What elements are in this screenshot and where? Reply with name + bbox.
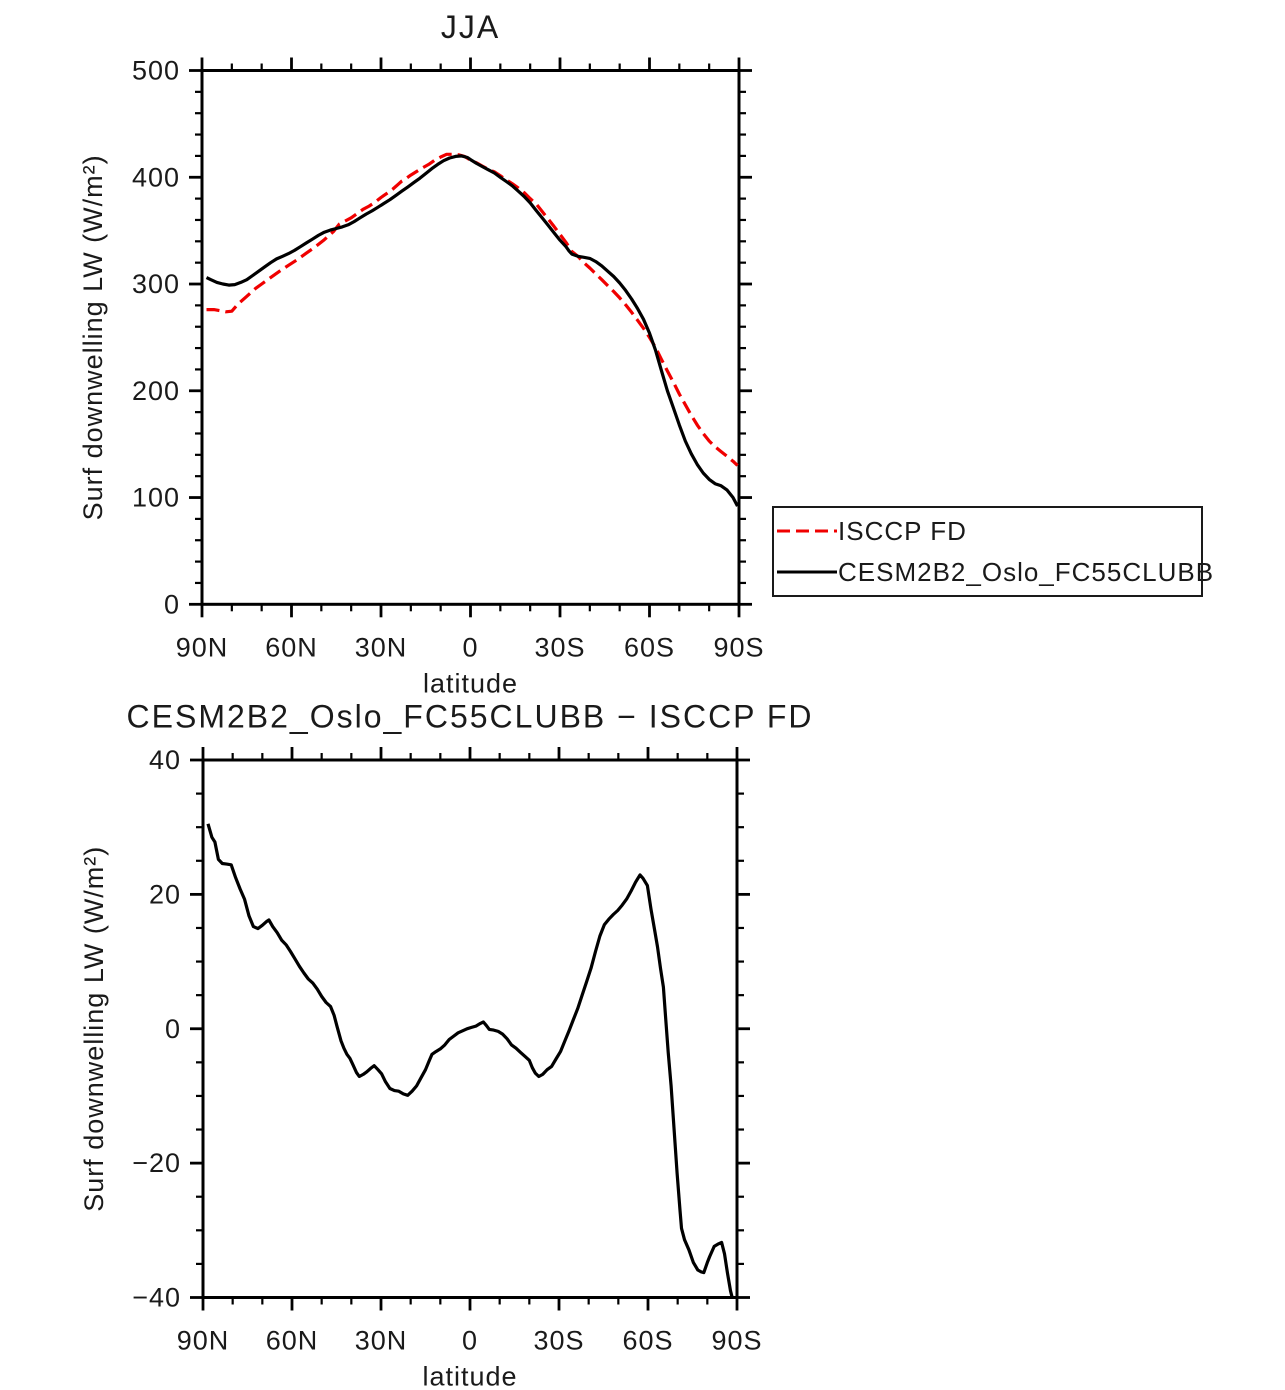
x-tick-label: 90N xyxy=(176,632,229,662)
chart-title: JJA xyxy=(441,9,500,45)
y-tick-label: 500 xyxy=(132,56,180,86)
legend-item-cesm: CESM2B2_Oslo_FC55CLUBB xyxy=(774,552,1213,593)
chart-title: CESM2B2_Oslo_FC55CLUBB − ISCCP FD xyxy=(127,699,814,735)
chart-jja: 90N 60N 30N 0 30S 60S 90S 0 100 200 300 400 500 JJA la… xyxy=(78,9,764,698)
series-line-cesm2b2-oslo-fc55clubb-isccp-fd xyxy=(206,823,734,1298)
x-tick-label: 60N xyxy=(265,632,318,662)
x-tick-label: 90N xyxy=(177,1326,230,1356)
x-tick-label: 60S xyxy=(624,632,675,662)
y-tick-label: −40 xyxy=(132,1283,181,1313)
x-tick-label: 60S xyxy=(622,1326,673,1356)
x-axis-label: latitude xyxy=(423,668,518,698)
x-axis-label: latitude xyxy=(422,1362,517,1390)
plot-frame xyxy=(200,69,741,606)
x-tick-label: 90S xyxy=(711,1326,762,1356)
y-tick-label: 20 xyxy=(149,879,181,909)
y-axis-label: Surf downwelling LW (W/m²) xyxy=(78,154,108,520)
y-tick-label: 400 xyxy=(132,162,180,192)
x-tick-label: 0 xyxy=(462,632,478,662)
legend: ISCCP FD CESM2B2_Oslo_FC55CLUBB xyxy=(772,506,1213,597)
series-line-isccp-fd xyxy=(206,152,739,467)
series-line-cesm2b2-oslo-fc55clubb xyxy=(205,154,739,507)
x-tick-label: 30N xyxy=(355,632,408,662)
legend-line-sample-isccp-fd xyxy=(777,529,837,533)
y-tick-label: 0 xyxy=(165,1014,181,1044)
y-tick-label: 40 xyxy=(149,745,181,775)
x-tick-label: 0 xyxy=(462,1326,478,1356)
y-axis-label: Surf downwelling LW (W/m²) xyxy=(79,846,109,1212)
legend-item-isccp-fd: ISCCP FD xyxy=(774,511,1201,552)
chart-diff: 90N 60N 30N 0 30S 60S 90S −40 −20 0 20 40 CESM2B2_Os… xyxy=(79,699,814,1390)
x-tick-label: 60N xyxy=(266,1326,319,1356)
legend-label-isccp-fd: ISCCP FD xyxy=(838,515,967,546)
x-tick-label: 90S xyxy=(713,632,764,662)
x-tick-label: 30N xyxy=(355,1326,408,1356)
y-tick-label: −20 xyxy=(132,1148,181,1178)
legend-line-sample-cesm xyxy=(777,570,837,574)
y-tick-label: 100 xyxy=(132,483,180,513)
legend-label-cesm: CESM2B2_Oslo_FC55CLUBB xyxy=(838,556,1215,587)
y-tick-label: 300 xyxy=(132,269,180,299)
y-tick-label: 0 xyxy=(164,589,180,619)
y-tick-label: 200 xyxy=(132,376,180,406)
x-tick-label: 30S xyxy=(534,632,585,662)
x-tick-label: 30S xyxy=(533,1326,584,1356)
